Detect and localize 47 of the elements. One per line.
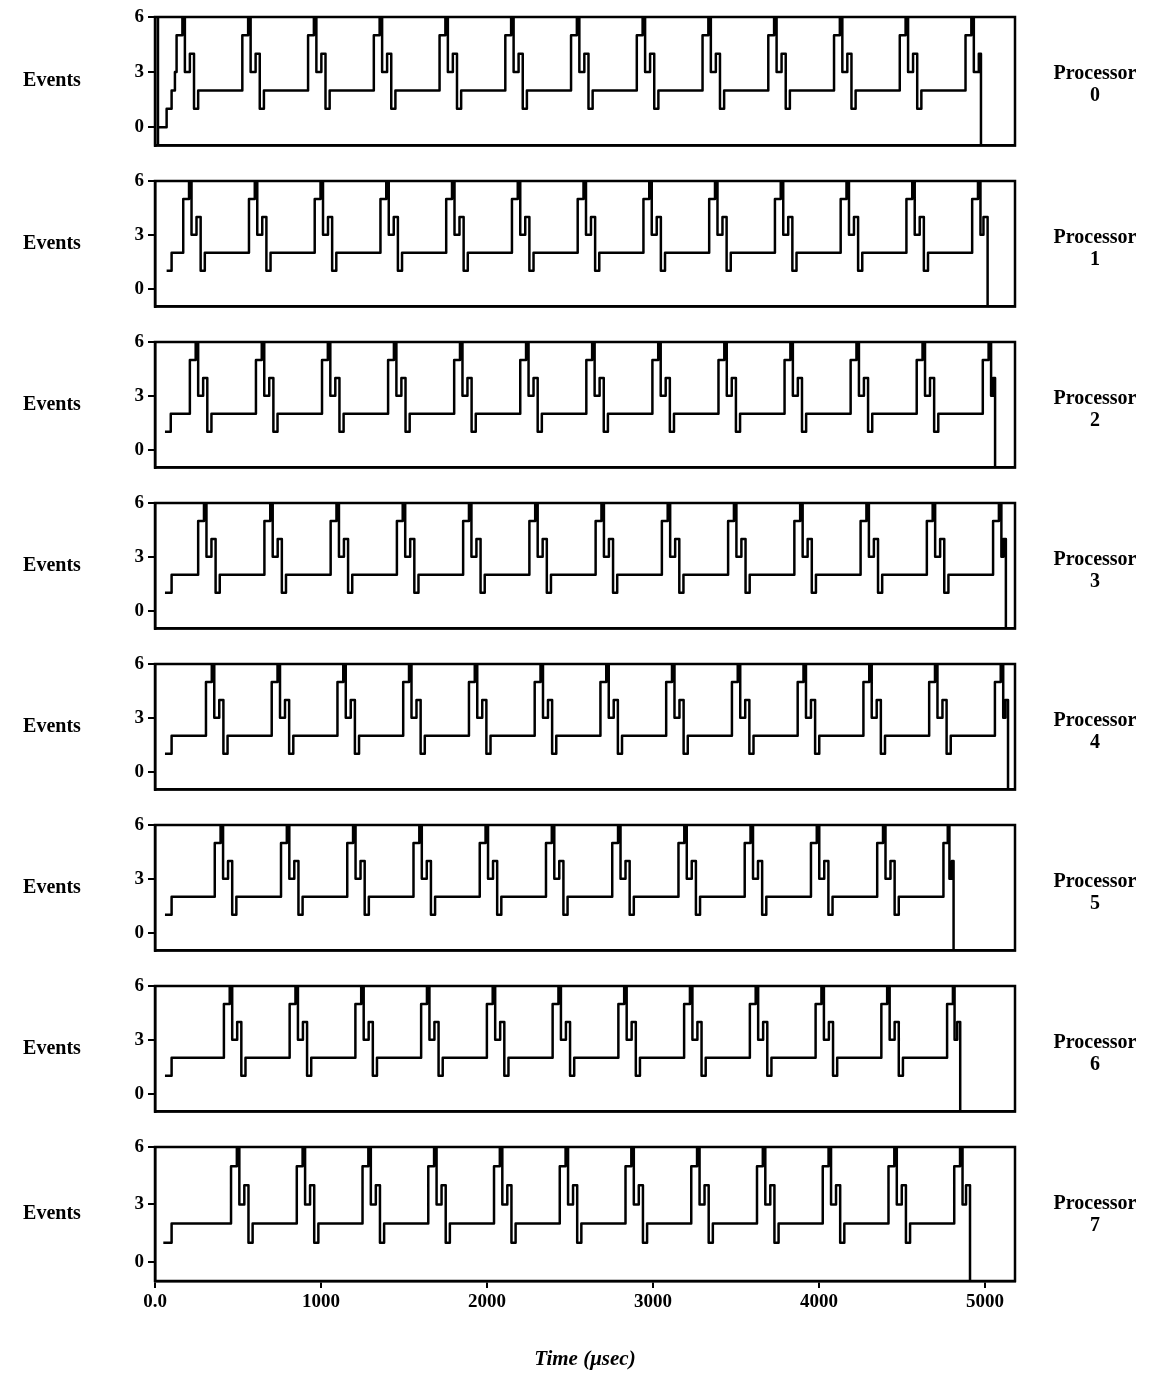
y-tick-label: 3 [134, 1027, 144, 1049]
y-tick-label: 3 [134, 383, 144, 405]
y-tick-label: 0 [134, 920, 144, 942]
y-tick-label: 3 [134, 60, 144, 82]
y-axis-title: Events [23, 713, 82, 736]
y-tick-label: 3 [134, 1192, 144, 1214]
y-tick-label: 6 [134, 4, 144, 26]
y-axis-title: Events [23, 230, 82, 253]
y-tick-label: 0 [134, 598, 144, 620]
y-tick-label: 3 [134, 222, 144, 244]
y-axis-title: Events [23, 391, 82, 414]
y2-axis-title: Processor 4 [1052, 708, 1138, 752]
y-tick-label: 6 [134, 973, 144, 995]
y-tick-label: 0 [134, 1249, 144, 1271]
x-tick-label: 3000 [634, 1290, 673, 1312]
y-tick-label: 3 [134, 866, 144, 888]
y-axis-title: Events [23, 874, 82, 897]
y-tick-label: 0 [134, 759, 144, 781]
y-tick-label: 6 [134, 329, 144, 351]
y2-axis-title: Processor 5 [1052, 869, 1138, 913]
y-axis-title: Events [23, 1035, 82, 1058]
y-tick-label: 3 [134, 705, 144, 727]
y-axis-title: Events [23, 68, 82, 91]
x-axis-title: Time (μsec) [534, 1345, 636, 1370]
y-tick-label: 0 [134, 276, 144, 298]
y-axis-title: Events [23, 1201, 82, 1224]
y-tick-label: 0 [134, 437, 144, 459]
y2-axis-title: Processor 2 [1052, 386, 1138, 430]
y2-axis-title: Processor 3 [1052, 547, 1138, 591]
y-tick-label: 6 [134, 651, 144, 673]
y-tick-label: 0 [134, 1081, 144, 1103]
x-tick-label: 2000 [468, 1290, 507, 1312]
x-tick-label: 1000 [302, 1290, 341, 1312]
y-tick-label: 6 [134, 1134, 144, 1156]
x-tick-label: 0.0 [143, 1290, 167, 1312]
y-axis-title: Events [23, 552, 82, 575]
y2-axis-title: Processor 1 [1052, 225, 1138, 269]
y2-axis-title: Processor 6 [1052, 1030, 1138, 1074]
y-tick-label: 0 [134, 115, 144, 137]
x-tick-label: 5000 [966, 1290, 1005, 1312]
y-tick-label: 6 [134, 812, 144, 834]
y-tick-label: 6 [134, 490, 144, 512]
x-tick-label: 4000 [800, 1290, 839, 1312]
y-tick-label: 3 [134, 544, 144, 566]
y2-axis-title: Processor 7 [1052, 1191, 1138, 1235]
y-tick-label: 6 [134, 168, 144, 190]
y2-axis-title: Processor 0 [1052, 61, 1138, 105]
